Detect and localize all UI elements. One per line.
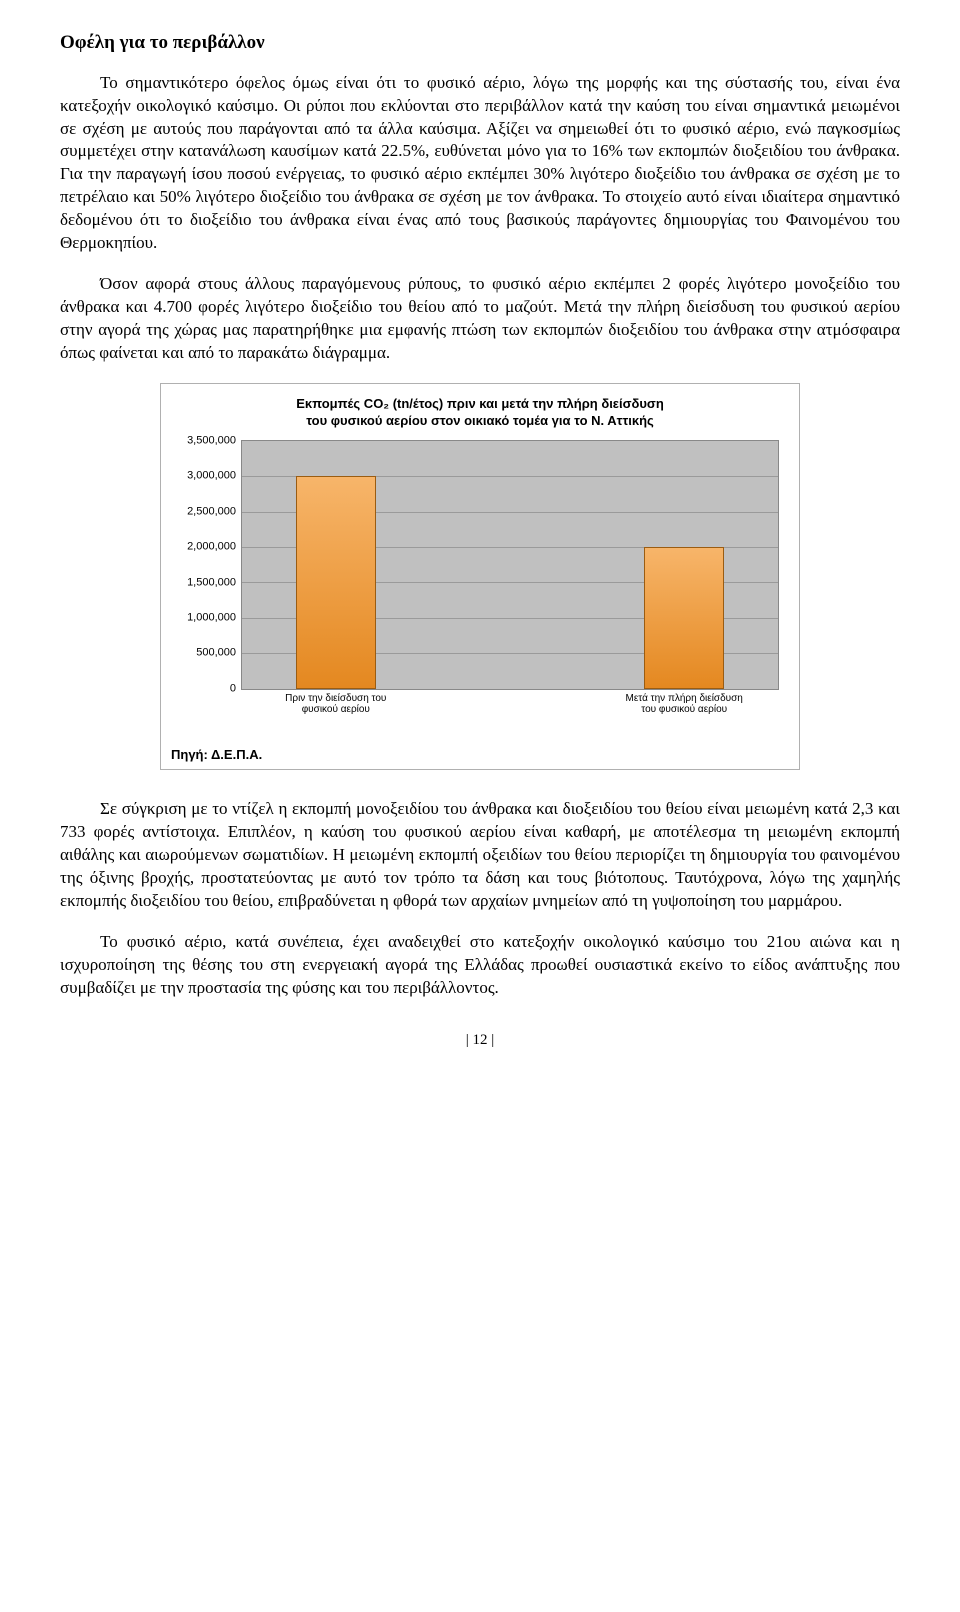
page-heading: Οφέλη για το περιβάλλον [60,30,900,56]
chart-y-tick-label: 500,000 [172,646,236,661]
chart-y-tick-label: 0 [172,681,236,696]
chart-bar [644,547,724,689]
chart-x-label: Μετά την πλήρη διείσδυση του φυσικού αερ… [624,693,744,716]
co2-emissions-chart: Εκπομπές CO₂ (tn/έτος) πριν και μετά την… [160,383,800,770]
paragraph-3: Σε σύγκριση με το ντίζελ η εκπομπή μονοξ… [60,798,900,913]
chart-y-tick-label: 2,000,000 [172,540,236,555]
chart-bar [296,476,376,689]
paragraph-4: Το φυσικό αέριο, κατά συνέπεια, έχει ανα… [60,931,900,1000]
chart-title-line-2: του φυσικού αερίου στον οικιακό τομέα γι… [306,413,654,428]
chart-title: Εκπομπές CO₂ (tn/έτος) πριν και μετά την… [171,396,789,430]
chart-y-tick-label: 2,500,000 [172,504,236,519]
chart-title-line-1: Εκπομπές CO₂ (tn/έτος) πριν και μετά την… [296,396,664,411]
chart-y-tick-label: 3,000,000 [172,469,236,484]
chart-source: Πηγή: Δ.Ε.Π.Α. [171,746,789,764]
chart-x-label: Πριν την διείσδυση του φυσικού αερίου [276,693,396,716]
chart-plot-body: 0500,0001,000,0001,500,0002,000,0002,500… [241,440,779,740]
chart-y-tick-label: 3,500,000 [172,433,236,448]
paragraph-2: Όσον αφορά στους άλλους παραγόμενους ρύπ… [60,273,900,365]
chart-plot-area: 0500,0001,000,0001,500,0002,000,0002,500… [241,440,779,690]
paragraph-1: Το σημαντικότερο όφελος όμως είναι ότι τ… [60,72,900,256]
chart-y-tick-label: 1,500,000 [172,575,236,590]
page-number: | 12 | [60,1030,900,1050]
chart-y-tick-label: 1,000,000 [172,610,236,625]
chart-container: Εκπομπές CO₂ (tn/έτος) πριν και μετά την… [60,383,900,770]
